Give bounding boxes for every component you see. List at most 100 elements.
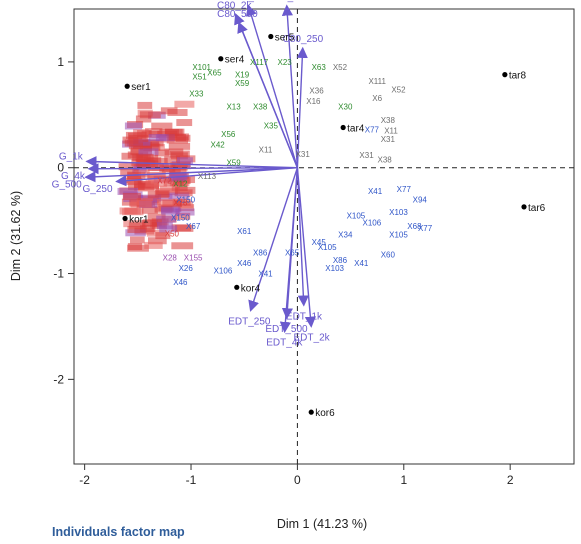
individual-points: ser1 ser4 ser5 tar8 tar4 tar6 kor1 kor4 kor6 xyxy=(122,33,546,419)
cloud-mark xyxy=(155,232,171,240)
cloud-mark xyxy=(159,129,179,137)
point-label: X94 xyxy=(413,195,428,204)
variable-label: G_500 xyxy=(52,179,82,190)
point-label: X117 xyxy=(250,58,269,67)
point-label: X51 xyxy=(192,73,207,82)
individual-point xyxy=(340,124,346,131)
point-label: X28 xyxy=(163,254,178,263)
point-label: X50 xyxy=(165,229,180,238)
point-label: X150 xyxy=(176,195,195,204)
point-label: X103 xyxy=(325,264,344,273)
variable-arrow xyxy=(296,46,308,168)
variable-arrow xyxy=(237,21,299,168)
cloud-mark xyxy=(121,152,144,160)
individual-point xyxy=(124,83,130,89)
caption: Individuals factor map xyxy=(52,525,185,539)
point-label: X63 xyxy=(312,63,327,72)
point-label: X38 xyxy=(381,116,396,125)
cloud-mark xyxy=(151,122,173,130)
point-label: X77 xyxy=(397,185,412,194)
variable-label: C80_1k xyxy=(230,0,265,3)
point-label: X45 xyxy=(312,238,327,247)
point-label: X150 xyxy=(171,213,190,222)
point-label: X68 xyxy=(407,222,422,231)
point-label: X41 xyxy=(368,187,383,196)
point-label: X59 xyxy=(226,158,241,167)
cloud-mark xyxy=(168,172,188,180)
cloud-mark xyxy=(171,242,194,250)
cloud-mark xyxy=(175,224,194,232)
cloud-mark xyxy=(127,243,143,251)
individual-point xyxy=(308,409,314,415)
cloud-mark xyxy=(146,171,166,179)
cloud-mark xyxy=(163,179,184,187)
point-label: X33 xyxy=(189,90,204,99)
cloud-mark xyxy=(127,172,146,180)
point-label: X60 xyxy=(381,250,396,259)
point-label: X113 xyxy=(198,172,217,181)
y-tick-label: -1 xyxy=(53,267,64,281)
point-label: X36 xyxy=(309,86,324,95)
point-label: X78 xyxy=(173,199,188,208)
cloud-mark xyxy=(117,187,139,195)
variable-arrow xyxy=(296,167,309,307)
cloud-mark xyxy=(148,134,167,142)
axes: -2 -1 0 1 2 -2 -1 0 1 xyxy=(53,55,513,487)
individual-label: ser4 xyxy=(225,55,245,66)
cloud-mark xyxy=(175,186,196,194)
point-label: X31 xyxy=(381,135,396,144)
cloud-mark xyxy=(130,200,152,208)
cloud-mark xyxy=(154,149,170,157)
cloud-mark xyxy=(164,156,181,164)
x-axis-title: Dim 1 (41.23 %) xyxy=(277,517,367,531)
point-label: X19 xyxy=(235,71,250,80)
cloud-mark xyxy=(122,192,141,200)
point-label: X34 xyxy=(338,230,353,239)
cloud-mark xyxy=(138,148,159,156)
point-label: X46 xyxy=(237,259,252,268)
point-label: X65 xyxy=(285,248,300,257)
point-label: X30 xyxy=(338,102,353,111)
individual-label: kor6 xyxy=(315,408,335,419)
cloud-mark xyxy=(156,222,173,230)
cloud-mark xyxy=(144,241,163,249)
cloud-mark xyxy=(133,138,151,146)
point-label: X11 xyxy=(384,127,398,136)
cloud-mark xyxy=(147,237,167,245)
variable-arrow xyxy=(115,167,298,187)
point-label: X52 xyxy=(333,63,348,72)
individual-label: tar8 xyxy=(509,71,527,82)
variable-arrow xyxy=(279,167,299,334)
cloud-mark xyxy=(128,222,146,230)
point-label: X72 xyxy=(157,176,172,185)
point-label: X38 xyxy=(253,102,268,111)
individual-point xyxy=(234,284,240,290)
point-label: X105 xyxy=(389,230,408,239)
y-tick-label: 1 xyxy=(57,55,64,69)
point-label: X61 xyxy=(237,227,252,236)
variable-label: G_4k xyxy=(61,171,86,182)
cloud-mark xyxy=(174,100,195,108)
variable-arrow xyxy=(87,163,298,175)
variable-arrow xyxy=(296,167,316,328)
point-label: X59 xyxy=(235,79,250,88)
point-label: X26 xyxy=(179,264,194,273)
cloud-mark xyxy=(172,198,191,206)
cloud-mark xyxy=(119,207,138,215)
individual-label: tar4 xyxy=(347,124,365,135)
individual-point xyxy=(122,215,128,222)
point-label: X105 xyxy=(318,243,337,252)
variable-label: EDT_250 xyxy=(228,316,271,327)
point-label: X77 xyxy=(418,224,433,233)
cloud-mark xyxy=(130,236,145,244)
point-label: X6 xyxy=(372,94,382,103)
point-label: X111 xyxy=(368,77,386,86)
point-label: X101 xyxy=(192,63,211,72)
individual-label: kor4 xyxy=(241,283,261,294)
cloud-mark xyxy=(128,182,145,190)
point-label: X46 xyxy=(173,278,188,287)
cloud-mark xyxy=(127,225,147,233)
point-label: X11 xyxy=(259,146,273,155)
